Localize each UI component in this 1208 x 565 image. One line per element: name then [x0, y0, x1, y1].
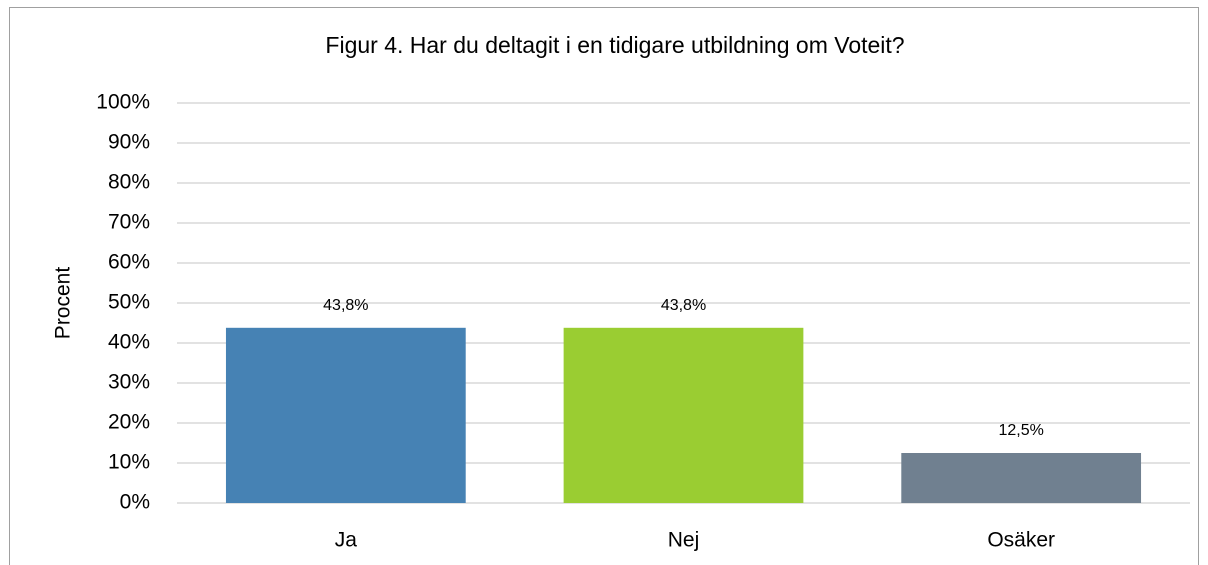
y-tick-label: 50% [108, 291, 150, 314]
data-label: 43,8% [661, 297, 706, 314]
x-tick-label: Osäker [987, 529, 1055, 552]
y-tick-label: 0% [120, 491, 150, 514]
bar [901, 453, 1142, 503]
y-tick-label: 90% [108, 131, 150, 154]
data-label: 43,8% [323, 297, 368, 314]
y-tick-label: 100% [96, 91, 150, 114]
data-label: 12,5% [998, 422, 1043, 439]
chart-title: Figur 4. Har du deltagit i en tidigare u… [325, 32, 904, 58]
y-tick-label: 80% [108, 171, 150, 194]
y-axis-label: Procent [52, 267, 75, 340]
x-tick-label: Ja [335, 529, 358, 552]
y-tick-label: 30% [108, 371, 150, 394]
bar [225, 327, 466, 503]
y-tick-label: 10% [108, 451, 150, 474]
x-tick-label: Nej [668, 529, 700, 552]
y-tick-label: 40% [108, 331, 150, 354]
y-tick-label: 70% [108, 211, 150, 234]
y-tick-label: 20% [108, 411, 150, 434]
y-tick-label: 60% [108, 251, 150, 274]
bar [563, 327, 804, 503]
